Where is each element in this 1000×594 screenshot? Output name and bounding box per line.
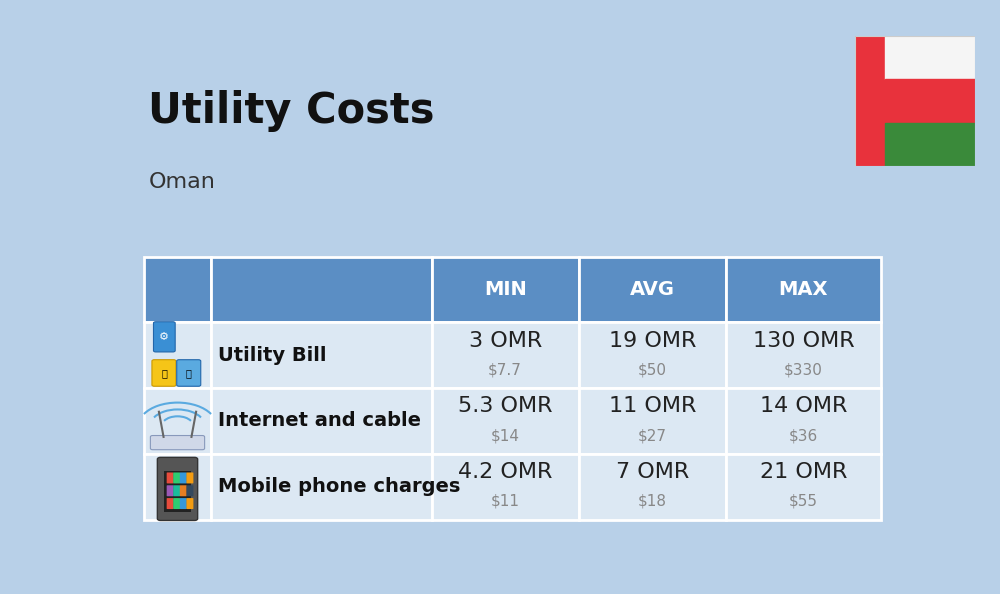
- FancyBboxPatch shape: [211, 323, 432, 388]
- FancyBboxPatch shape: [164, 470, 191, 512]
- FancyBboxPatch shape: [432, 388, 579, 454]
- Bar: [885, 123, 975, 166]
- Text: Utility Bill: Utility Bill: [218, 346, 327, 365]
- FancyBboxPatch shape: [180, 485, 187, 496]
- Text: 4.2 OMR: 4.2 OMR: [458, 462, 552, 482]
- FancyBboxPatch shape: [152, 360, 176, 386]
- FancyBboxPatch shape: [211, 454, 432, 520]
- Text: 11 OMR: 11 OMR: [609, 396, 696, 416]
- Text: $7.7: $7.7: [488, 362, 522, 377]
- FancyBboxPatch shape: [180, 472, 187, 484]
- Text: Internet and cable: Internet and cable: [218, 412, 421, 431]
- Text: $14: $14: [491, 428, 520, 443]
- Text: 130 OMR: 130 OMR: [753, 330, 854, 350]
- FancyBboxPatch shape: [177, 360, 201, 386]
- FancyBboxPatch shape: [726, 257, 881, 323]
- FancyBboxPatch shape: [157, 457, 198, 520]
- FancyBboxPatch shape: [726, 323, 881, 388]
- FancyBboxPatch shape: [579, 323, 726, 388]
- FancyBboxPatch shape: [432, 454, 579, 520]
- Text: $330: $330: [784, 362, 823, 377]
- Text: $18: $18: [638, 494, 667, 509]
- FancyBboxPatch shape: [726, 454, 881, 520]
- FancyBboxPatch shape: [180, 498, 187, 509]
- Bar: [885, 80, 975, 123]
- Text: $36: $36: [789, 428, 818, 443]
- Bar: [855, 36, 885, 166]
- Text: $11: $11: [491, 494, 520, 509]
- Text: 7 OMR: 7 OMR: [616, 462, 689, 482]
- Text: ⚙: ⚙: [159, 332, 169, 342]
- FancyBboxPatch shape: [579, 454, 726, 520]
- FancyBboxPatch shape: [211, 257, 432, 323]
- FancyBboxPatch shape: [173, 498, 180, 509]
- FancyBboxPatch shape: [144, 454, 211, 520]
- FancyBboxPatch shape: [144, 323, 211, 388]
- Text: 21 OMR: 21 OMR: [760, 462, 847, 482]
- FancyBboxPatch shape: [432, 323, 579, 388]
- FancyBboxPatch shape: [579, 257, 726, 323]
- FancyBboxPatch shape: [211, 388, 432, 454]
- FancyBboxPatch shape: [186, 472, 193, 484]
- Text: $50: $50: [638, 362, 667, 377]
- FancyBboxPatch shape: [726, 388, 881, 454]
- FancyBboxPatch shape: [144, 388, 211, 454]
- Text: MIN: MIN: [484, 280, 527, 299]
- Text: $27: $27: [638, 428, 667, 443]
- Text: Oman: Oman: [148, 172, 215, 192]
- Text: $55: $55: [789, 494, 818, 509]
- FancyBboxPatch shape: [167, 472, 174, 484]
- FancyBboxPatch shape: [150, 435, 205, 450]
- FancyBboxPatch shape: [167, 498, 174, 509]
- FancyBboxPatch shape: [144, 257, 211, 323]
- Text: 14 OMR: 14 OMR: [760, 396, 847, 416]
- Text: 🔌: 🔌: [161, 368, 167, 378]
- FancyBboxPatch shape: [432, 257, 579, 323]
- Text: 3 OMR: 3 OMR: [469, 330, 542, 350]
- Text: Mobile phone charges: Mobile phone charges: [218, 477, 461, 496]
- Text: 19 OMR: 19 OMR: [609, 330, 696, 350]
- Text: MAX: MAX: [779, 280, 828, 299]
- Text: 💧: 💧: [185, 368, 191, 378]
- FancyBboxPatch shape: [153, 322, 175, 352]
- FancyBboxPatch shape: [167, 485, 174, 496]
- Bar: [885, 36, 975, 80]
- FancyBboxPatch shape: [186, 485, 193, 496]
- FancyBboxPatch shape: [186, 498, 193, 509]
- FancyBboxPatch shape: [579, 388, 726, 454]
- Text: 5.3 OMR: 5.3 OMR: [458, 396, 552, 416]
- Text: Utility Costs: Utility Costs: [148, 90, 435, 132]
- Text: AVG: AVG: [630, 280, 675, 299]
- FancyBboxPatch shape: [173, 472, 180, 484]
- FancyBboxPatch shape: [173, 485, 180, 496]
